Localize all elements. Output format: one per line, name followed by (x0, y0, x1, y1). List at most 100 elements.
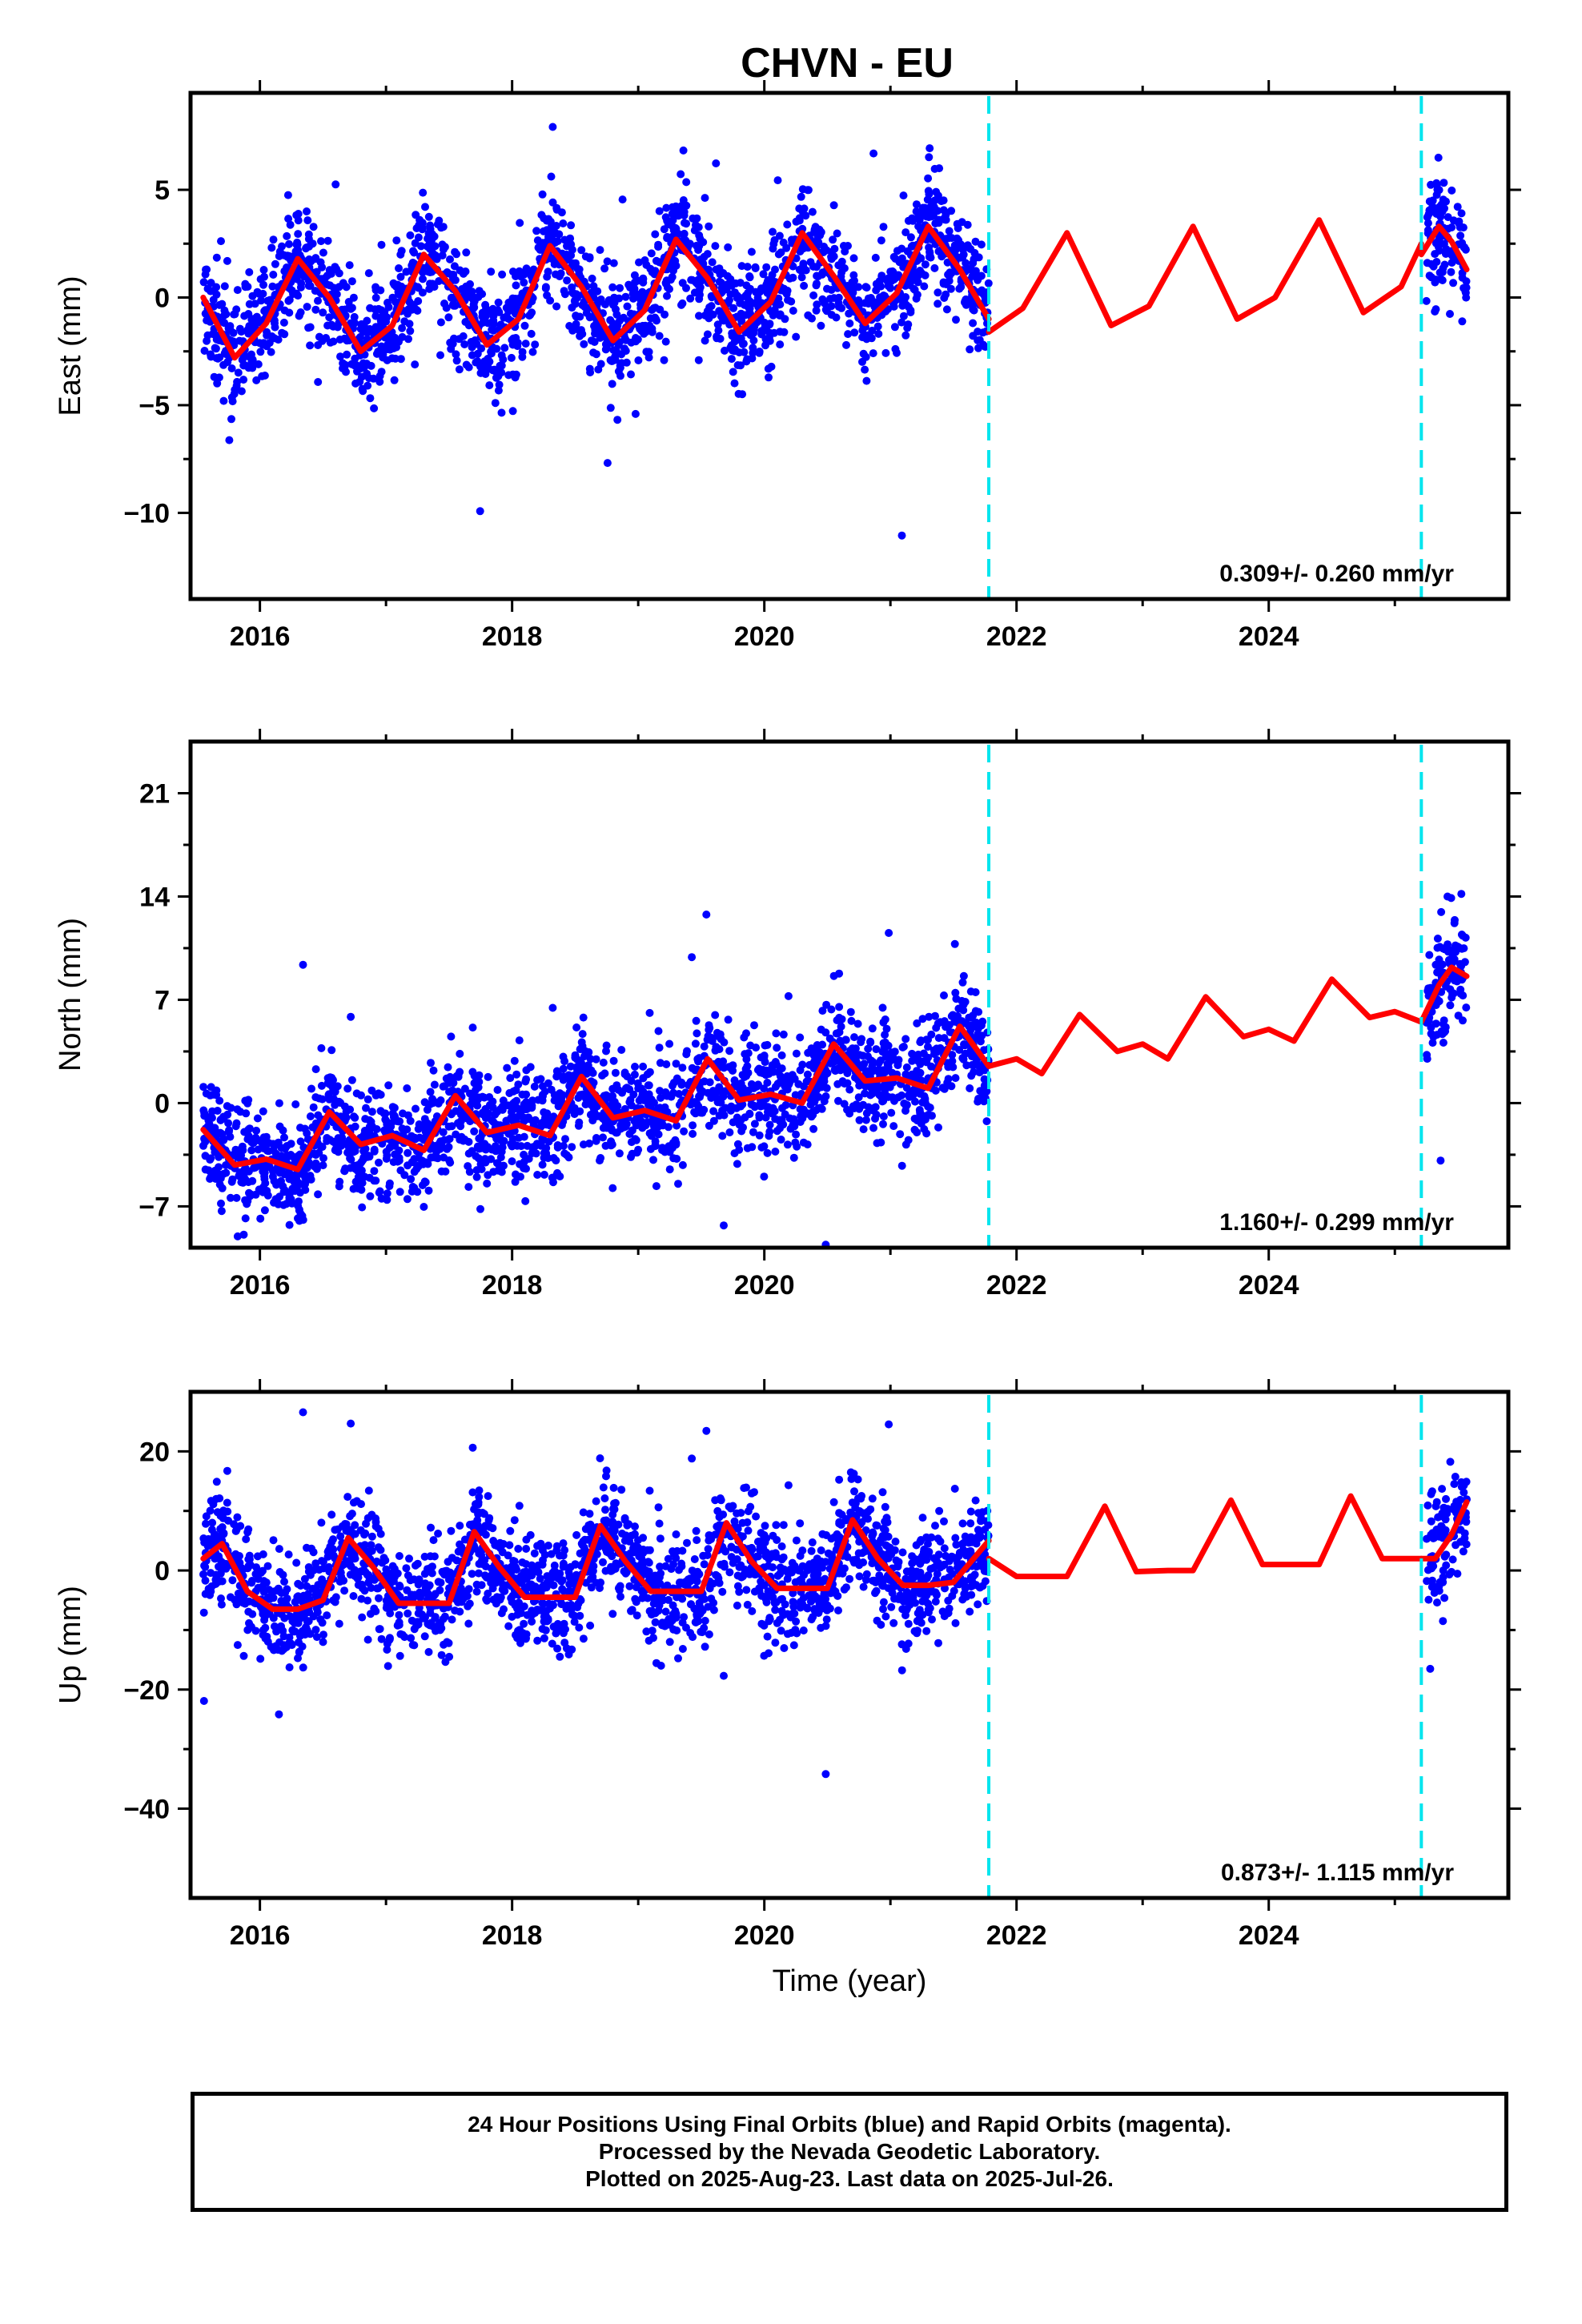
data-point (572, 1023, 581, 1031)
data-point (934, 215, 943, 224)
data-point (775, 312, 784, 320)
data-point (588, 274, 596, 283)
data-point (898, 301, 907, 310)
data-point (424, 1186, 433, 1195)
data-point (592, 350, 600, 359)
data-point (701, 336, 709, 345)
data-point (532, 227, 541, 235)
data-point (295, 1216, 303, 1225)
data-point (891, 1538, 900, 1546)
data-point (796, 1033, 805, 1042)
data-point (699, 238, 708, 247)
data-point (1435, 247, 1443, 255)
data-point (419, 275, 427, 283)
data-point (624, 280, 633, 289)
data-point (975, 336, 984, 344)
data-point (749, 344, 757, 352)
data-point (833, 1080, 842, 1088)
data-point (662, 203, 671, 212)
data-point (948, 1051, 957, 1059)
data-point (474, 293, 483, 301)
data-point (398, 324, 407, 332)
data-point (199, 1106, 208, 1115)
data-point (655, 258, 664, 267)
data-point (969, 1011, 978, 1020)
data-point (779, 1030, 788, 1039)
data-point (600, 264, 609, 273)
data-point (966, 1519, 975, 1528)
data-point (444, 269, 452, 278)
data-point (235, 1172, 243, 1180)
data-point (637, 1094, 645, 1103)
data-point (795, 216, 804, 225)
data-point (668, 1081, 677, 1090)
data-point (571, 1053, 580, 1062)
data-point (755, 1111, 764, 1120)
data-point (609, 300, 617, 309)
data-point (304, 1158, 313, 1167)
data-point (953, 234, 962, 243)
data-point (674, 211, 683, 220)
data-point (556, 269, 565, 278)
data-point (636, 296, 645, 304)
data-point (719, 1091, 727, 1100)
data-point (488, 1097, 497, 1106)
data-point (724, 1015, 733, 1024)
data-point (905, 1091, 913, 1100)
data-point (842, 340, 850, 349)
data-point (589, 282, 598, 291)
data-point (780, 328, 789, 336)
data-point (508, 267, 517, 276)
data-point (351, 1177, 360, 1186)
data-point (715, 1083, 724, 1092)
data-point (567, 221, 576, 230)
data-point (850, 328, 859, 337)
data-point (512, 370, 520, 379)
data-point (396, 355, 405, 364)
data-point (225, 436, 234, 444)
data-point (472, 1152, 480, 1160)
data-point (573, 293, 582, 302)
data-point (375, 1158, 383, 1167)
data-point (603, 257, 612, 266)
data-point (260, 372, 269, 380)
data-point (342, 1520, 351, 1529)
data-point (638, 287, 647, 296)
data-point (353, 1184, 362, 1192)
data-point (476, 507, 484, 516)
data-point (701, 1642, 709, 1651)
data-point (914, 1050, 922, 1059)
data-point (219, 396, 228, 405)
data-point (803, 1070, 812, 1079)
data-point (596, 1156, 604, 1165)
data-point (548, 1639, 556, 1648)
data-point (540, 1170, 548, 1179)
data-point (951, 988, 960, 997)
data-point (695, 1092, 703, 1101)
data-point (877, 1138, 885, 1147)
data-point (247, 1146, 256, 1155)
data-point (881, 1031, 889, 1039)
data-point (277, 1176, 285, 1185)
data-point (203, 284, 212, 293)
data-point (946, 1027, 954, 1036)
data-point (736, 1088, 745, 1096)
data-point (520, 1157, 528, 1166)
data-point (360, 322, 368, 331)
data-point (601, 300, 609, 309)
data-point (611, 356, 620, 364)
data-point (426, 221, 435, 230)
data-point (287, 1151, 295, 1159)
data-point (346, 1105, 355, 1114)
data-point (471, 336, 480, 344)
data-point (456, 1049, 464, 1058)
data-point (351, 379, 360, 388)
data-point (392, 236, 401, 245)
data-point (317, 237, 325, 246)
data-point (818, 268, 827, 277)
data-point (907, 242, 916, 251)
data-point (426, 1088, 435, 1096)
data-point (311, 305, 320, 314)
data-point (884, 274, 893, 283)
